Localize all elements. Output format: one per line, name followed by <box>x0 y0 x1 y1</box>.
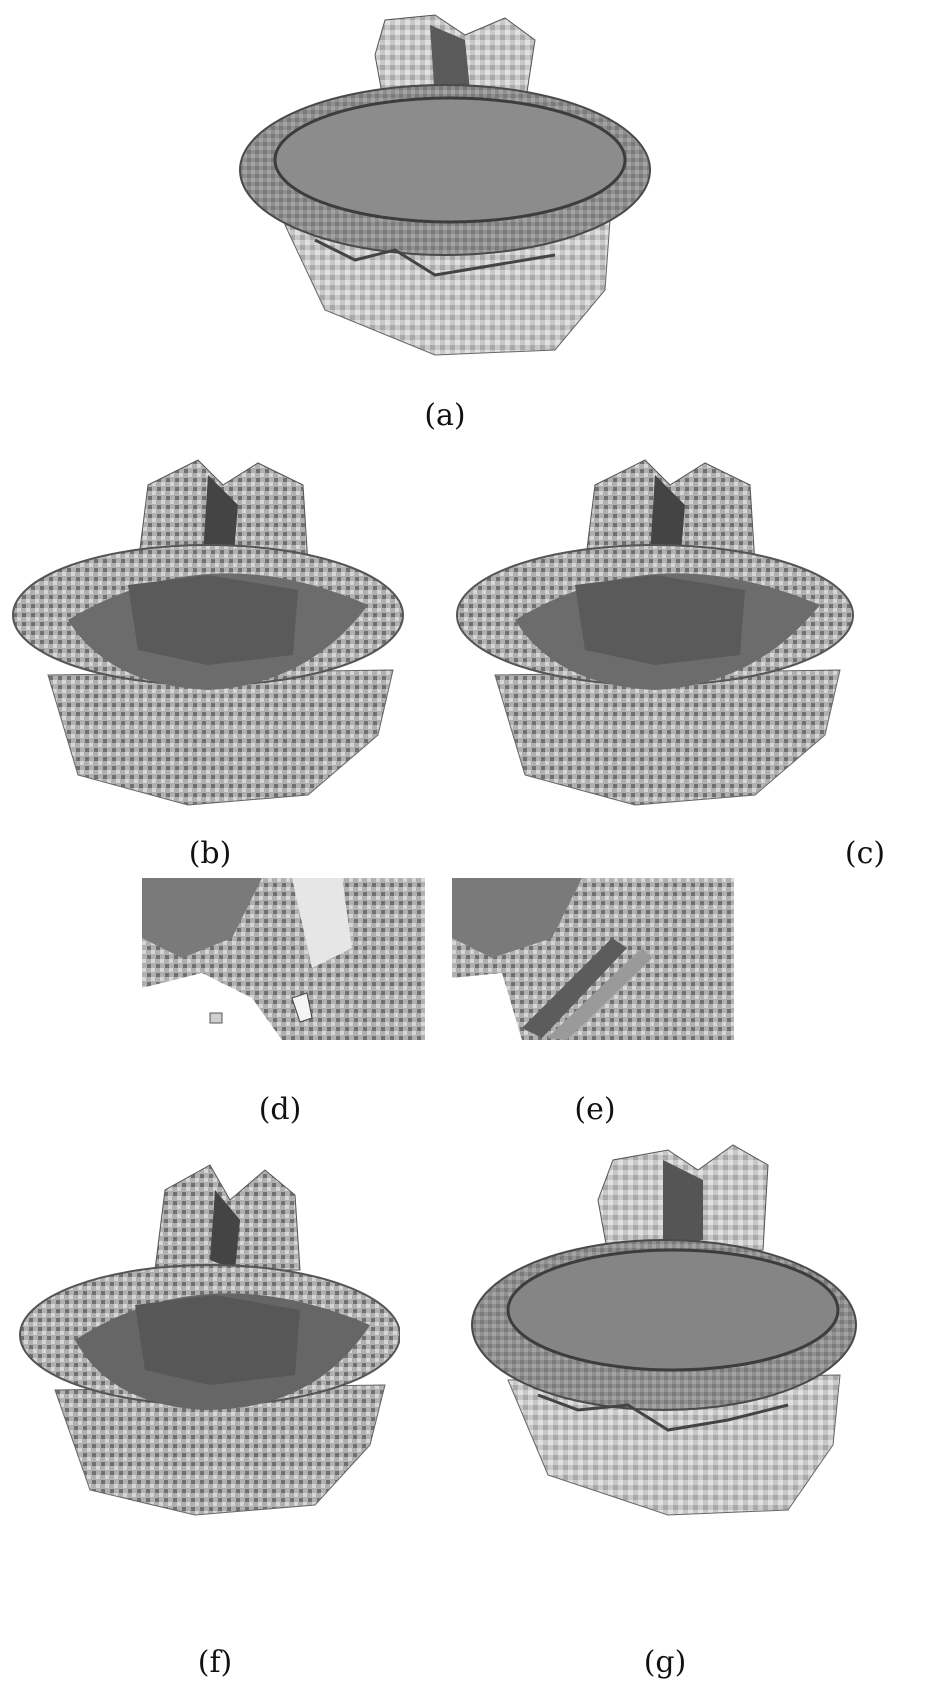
panel-e-image <box>452 878 734 1040</box>
panel-b-image <box>12 459 404 806</box>
panel-f-render <box>15 1160 400 1520</box>
panel-c-image <box>456 459 854 806</box>
caption-b: (b) <box>188 836 232 871</box>
caption-a: (a) <box>424 398 466 433</box>
panel-c-render <box>455 455 860 815</box>
panel-d-render <box>142 878 425 1040</box>
caption-c: (c) <box>844 836 886 871</box>
caption-f: (f) <box>197 1645 233 1680</box>
panel-g-image <box>471 1144 857 1516</box>
panel-a-render <box>235 10 655 365</box>
panel-a-image <box>239 14 651 356</box>
caption-e: (e) <box>574 1092 616 1127</box>
panel-e-render <box>452 878 734 1040</box>
panel-d-image <box>142 878 425 1040</box>
caption-g: (g) <box>643 1645 687 1680</box>
panel-f-image <box>19 1164 400 1516</box>
panel-g-render <box>468 1140 860 1520</box>
panel-b-render <box>8 455 408 815</box>
caption-d: (d) <box>258 1092 302 1127</box>
